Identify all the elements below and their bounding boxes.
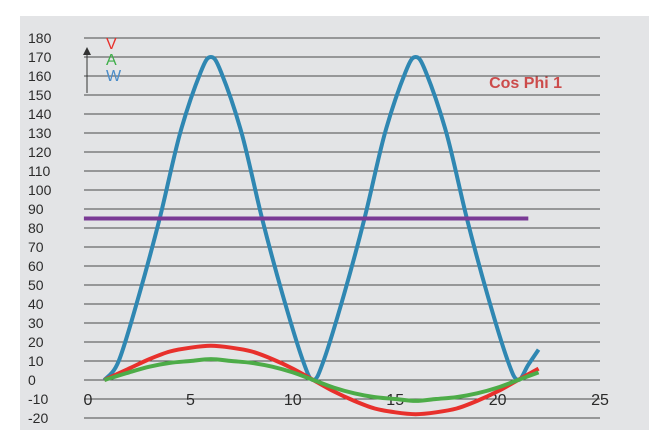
series-line-w [102, 55, 541, 382]
y-tick-label: 150 [28, 87, 52, 103]
series-layer [83, 55, 541, 417]
x-tick-label: 25 [591, 392, 609, 409]
x-tick-labels: 0 5 10 15 20 25 [84, 392, 609, 409]
x-tick-label: 0 [84, 392, 93, 409]
y-tick-label: 90 [28, 201, 44, 217]
y-tick-label: 110 [28, 163, 51, 179]
y-tick-label: -30 [28, 429, 48, 430]
x-tick-label: 20 [489, 392, 507, 409]
y-tick-label: 0 [28, 372, 36, 388]
y-tick-label: 180 [28, 30, 52, 46]
line-chart: 1801701601501401301201101009080706050403… [28, 30, 609, 430]
legend-arrow-head [83, 47, 91, 55]
x-tick-label: 5 [186, 392, 195, 409]
y-tick-label: 30 [28, 315, 44, 331]
x-tick-label: 10 [284, 392, 302, 409]
y-tick-label: 50 [28, 277, 44, 293]
y-tick-label: 10 [28, 353, 44, 369]
y-tick-labels: 1801701601501401301201101009080706050403… [28, 30, 52, 430]
y-tick-label: 40 [28, 296, 44, 312]
cos-phi-annotation: Cos Phi 1 [489, 75, 562, 92]
series-line-a [103, 357, 540, 403]
legend-entry-a: A [106, 52, 117, 69]
y-tick-label: 130 [28, 125, 52, 141]
y-tick-label: 60 [28, 258, 44, 274]
legend-entry-v: V [106, 36, 117, 53]
y-tick-label: 170 [28, 49, 52, 65]
grid-layer [84, 37, 600, 419]
y-tick-label: -20 [28, 410, 48, 426]
chart-panel: 180 170 160 150 140 130 120 110 100 90 80 70 60 50 40 3… [20, 16, 649, 430]
y-tick-label: 100 [28, 182, 52, 198]
y-tick-label: 20 [28, 334, 44, 350]
y-tick-label: -10 [28, 391, 48, 407]
legend-entry-w: W [106, 68, 122, 85]
y-tick-label: 140 [28, 106, 52, 122]
y-tick-label: 80 [28, 220, 44, 236]
legend: VAW [83, 36, 122, 93]
y-tick-label: 160 [28, 68, 52, 84]
y-tick-label: 70 [28, 239, 44, 255]
y-tick-label: 120 [28, 144, 52, 160]
